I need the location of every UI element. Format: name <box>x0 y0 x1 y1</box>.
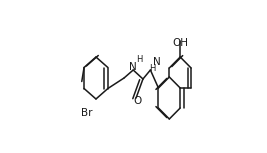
Text: OH: OH <box>172 38 188 48</box>
Text: H: H <box>150 65 156 73</box>
Text: N: N <box>129 62 137 72</box>
Text: H: H <box>136 56 142 65</box>
Text: Br: Br <box>81 108 93 118</box>
Text: N: N <box>154 57 161 67</box>
Text: O: O <box>133 96 141 106</box>
